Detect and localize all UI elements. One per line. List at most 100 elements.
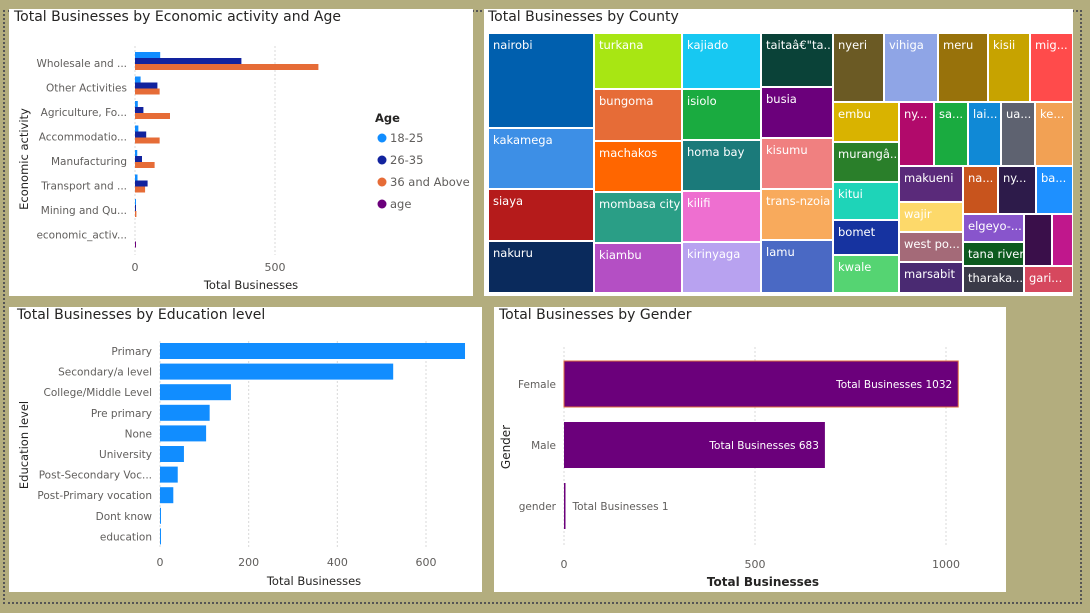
bar-26-35-agriculture-fo (135, 107, 144, 113)
education-chart: 0 200 400 600 Total Businesses Education leve… (17, 341, 466, 588)
treemap-tile-label: vihiga (889, 38, 924, 52)
treemap-tile-lai[interactable]: lai... (968, 102, 1001, 166)
treemap-tile-ua[interactable]: ua... (1001, 102, 1035, 166)
treemap-tile-kajiado[interactable]: kajiado (682, 33, 761, 89)
bar-female (563, 360, 959, 408)
treemap-tile-homa-bay[interactable]: homa bay (682, 140, 761, 191)
treemap-tile-elgeyo[interactable]: elgeyo-... (963, 214, 1024, 242)
treemap-tile-label: ny... (1003, 171, 1027, 185)
economic-activity-title: Total Businesses by Economic activity an… (14, 9, 342, 25)
treemap-tile-ny[interactable]: ny... (998, 166, 1036, 214)
treemap-tile-embu[interactable]: embu (833, 102, 899, 142)
bar-pre-primary (160, 404, 210, 421)
treemap-tile-kwale[interactable]: kwale (833, 255, 899, 293)
treemap-tile-west-po[interactable]: west po... (899, 232, 963, 262)
bar-university (160, 446, 184, 462)
treemap-tile-bomet[interactable]: bomet (833, 220, 899, 255)
bar-age-economic-activ (135, 241, 136, 248)
bar-none (160, 425, 207, 442)
treemap-tile-kiambu[interactable]: kiambu (594, 243, 682, 293)
treemap-tile-mig[interactable]: mig... (1030, 33, 1073, 102)
treemap-tile-meru[interactable]: meru (938, 33, 988, 102)
x-tick-label: 500 (265, 261, 286, 274)
treemap-tile-label: turkana (599, 38, 644, 52)
data-label-gender: Total Businesses 1 (572, 501, 669, 513)
treemap-tile-ke[interactable]: ke... (1035, 102, 1073, 166)
treemap-tile-marsabit[interactable]: marsabit (899, 262, 963, 293)
y-axis-title: Economic activity (17, 108, 31, 210)
treemap-tile-unlabeled[interactable] (1024, 214, 1052, 266)
economic-activity-panel[interactable]: Total Businesses by Economic activity an… (9, 9, 473, 296)
category-label-agriculture-fo: Agriculture, Fo... (41, 107, 127, 119)
treemap-tile-busia[interactable]: busia (761, 87, 833, 138)
county-panel[interactable]: Total Businesses by County nairobi turkan… (484, 9, 1073, 296)
treemap-tile-nakuru[interactable]: nakuru (488, 241, 594, 293)
treemap-tile-murang[interactable]: murangâ... (833, 142, 899, 182)
education-panel[interactable]: Total Businesses by Education level 0 200… (9, 307, 482, 592)
data-label-male: Total Businesses 683 (708, 440, 818, 452)
category-label-gender: gender (519, 501, 557, 513)
treemap-tile-kisumu[interactable]: kisumu (761, 138, 833, 189)
bar-18-25-mining-and-qu (135, 199, 136, 205)
treemap-tile-ba[interactable]: ba... (1036, 166, 1073, 214)
category-label-other-activities: Other Activities (46, 83, 127, 95)
treemap-tile-nairobi[interactable]: nairobi (488, 33, 594, 128)
treemap-tile-kilifi[interactable]: kilifi (682, 191, 761, 242)
treemap-tile-taita-ta[interactable]: taitaâ€"ta... (761, 33, 833, 87)
bar-18-25-accommodatio (135, 125, 139, 132)
treemap-tile-label: busia (766, 92, 797, 106)
gender-panel[interactable]: Total Businesses by Gender 0 500 1000 Total… (494, 307, 1006, 592)
legend-label-18-25: 18-25 (390, 131, 423, 145)
treemap-tile-label: lai... (973, 107, 998, 121)
treemap-tile-gari[interactable]: gari... (1024, 266, 1073, 293)
x-axis-title: Total Businesses (203, 278, 298, 292)
treemap-tile-label: isiolo (687, 94, 717, 108)
treemap-tile-sa[interactable]: sa... (934, 102, 968, 166)
treemap-tile-tharaka[interactable]: tharaka... (963, 266, 1024, 293)
treemap-tile-label: siaya (493, 194, 524, 208)
x-tick-label: 0 (157, 556, 164, 569)
treemap-tile-bungoma[interactable]: bungoma (594, 89, 682, 141)
treemap-tile-label: kirinyaga (687, 247, 741, 261)
bar-gender (564, 483, 566, 529)
treemap-tile-trans-nzoia[interactable]: trans-nzoia (761, 189, 833, 240)
economic-activity-chart: 0 500 Total Businesses Economic activity Who… (17, 46, 470, 292)
treemap-tile-kakamega[interactable]: kakamega (488, 128, 594, 189)
treemap-tile-turkana[interactable]: turkana (594, 33, 682, 89)
bar-36-and-above-other-activities (135, 88, 160, 95)
legend-marker-18-25 (377, 133, 387, 143)
treemap-tile-label: embu (838, 107, 871, 121)
treemap-tile-isiolo[interactable]: isiolo (682, 89, 761, 140)
bar-dont-know (160, 507, 161, 524)
x-axis-title: Total Businesses (266, 574, 361, 588)
treemap-tile-label: machakos (599, 146, 658, 160)
treemap-tile-lamu[interactable]: lamu (761, 240, 833, 293)
category-label-post-secondary-voc: Post-Secondary Voc... (39, 470, 152, 482)
treemap-tile-makueni[interactable]: makueni (899, 166, 963, 202)
treemap-tile-kitui[interactable]: kitui (833, 182, 899, 220)
treemap-tile-nyeri[interactable]: nyeri (833, 33, 884, 102)
treemap-tile-ny[interactable]: ny... (899, 102, 934, 166)
treemap-tile-machakos[interactable]: machakos (594, 141, 682, 192)
bar-post-primary-vocation (160, 487, 174, 504)
category-label-male: Male (531, 440, 556, 452)
treemap-tile-tana-river[interactable]: tana river (963, 242, 1024, 266)
treemap-tile-siaya[interactable]: siaya (488, 189, 594, 241)
treemap-tile-wajir[interactable]: wajir (899, 202, 963, 232)
category-label-manufacturing: Manufacturing (51, 156, 127, 168)
x-tick-label: 500 (745, 558, 766, 571)
data-label-female: Total Businesses 1032 (835, 379, 952, 391)
bar-26-35-wholesale-and (135, 58, 242, 64)
treemap-tile-vihiga[interactable]: vihiga (884, 33, 938, 102)
category-label-economic-activ: economic_activ... (36, 230, 127, 242)
treemap-tile-kisii[interactable]: kisii (988, 33, 1030, 102)
treemap-tile-unlabeled[interactable] (1052, 214, 1073, 266)
treemap-tile-na[interactable]: na... (963, 166, 998, 214)
x-tick-label: 0 (561, 558, 568, 571)
treemap-tile-kirinyaga[interactable]: kirinyaga (682, 242, 761, 293)
category-label-wholesale-and: Wholesale and ... (36, 58, 127, 70)
category-label-university: University (99, 449, 152, 461)
treemap-tile-mombasa-city[interactable]: mombasa city (594, 192, 682, 243)
bar-36-and-above-accommodatio (135, 137, 160, 144)
treemap-tile-label: nakuru (493, 246, 533, 260)
